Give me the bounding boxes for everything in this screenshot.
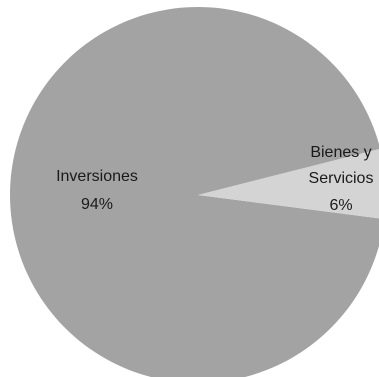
label-bienes-name-line2: Servicios bbox=[309, 170, 374, 187]
label-bienes-value: 6% bbox=[329, 197, 352, 214]
pie-slice-inversiones bbox=[9, 7, 379, 377]
label-inversiones-value: 94% bbox=[81, 196, 113, 213]
pie-slice-bienes-y-servicios bbox=[198, 149, 379, 219]
label-inversiones-name: Inversiones bbox=[56, 168, 138, 185]
pie-slices bbox=[9, 7, 379, 377]
label-bienes-name-line1: Bienes y bbox=[310, 144, 371, 161]
